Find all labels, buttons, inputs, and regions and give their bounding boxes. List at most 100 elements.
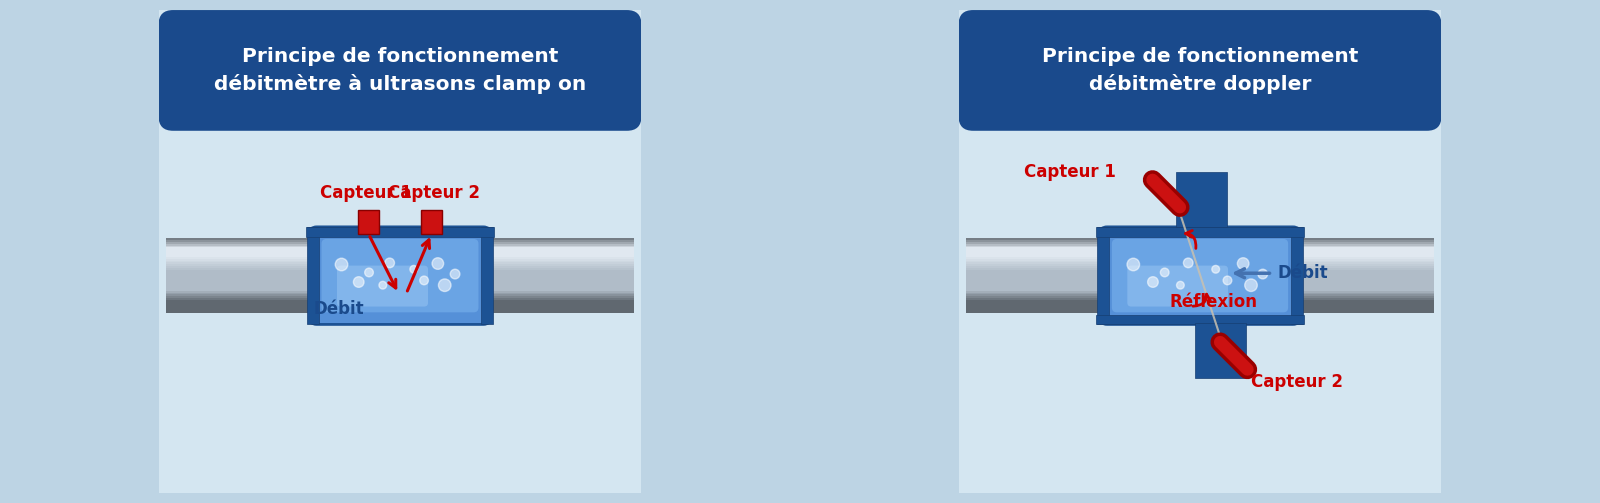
Bar (1296, 263, 1434, 265)
Bar (166, 294, 314, 296)
Bar (1296, 266, 1434, 268)
Bar (966, 294, 1104, 296)
Bar (966, 249, 1104, 251)
Bar (486, 274, 634, 276)
Bar (486, 289, 634, 291)
Bar (166, 306, 314, 308)
FancyBboxPatch shape (1099, 227, 1301, 324)
Circle shape (432, 258, 443, 269)
Bar (1296, 242, 1434, 243)
Bar (486, 245, 634, 247)
Bar (166, 266, 314, 268)
Bar (1296, 261, 1434, 263)
Bar (966, 270, 1104, 272)
Bar (1296, 257, 1434, 259)
Bar (166, 240, 314, 242)
Circle shape (1211, 266, 1219, 273)
Bar (966, 291, 1104, 293)
Bar (1296, 238, 1434, 240)
Bar (1296, 276, 1434, 278)
Bar (166, 247, 314, 249)
Bar (1296, 249, 1434, 251)
Bar (166, 279, 314, 281)
Bar (1296, 279, 1434, 281)
Bar (166, 300, 314, 302)
Text: Réflexion: Réflexion (1170, 293, 1258, 311)
Bar (966, 278, 1104, 279)
Bar (166, 268, 314, 270)
Circle shape (1245, 279, 1258, 291)
Bar (966, 308, 1104, 309)
Bar (166, 263, 314, 265)
Bar (486, 306, 634, 308)
Bar (166, 283, 314, 285)
Bar (1296, 287, 1434, 289)
Bar (1096, 227, 1304, 236)
Bar (166, 243, 314, 245)
Circle shape (1258, 269, 1267, 279)
Bar (421, 210, 442, 234)
Circle shape (336, 258, 347, 271)
Bar (486, 278, 634, 279)
Circle shape (450, 269, 459, 279)
Bar (486, 293, 634, 294)
Circle shape (1147, 277, 1158, 287)
Bar (166, 296, 314, 298)
FancyBboxPatch shape (958, 10, 1442, 131)
Bar (1296, 259, 1434, 261)
Text: Capteur 1: Capteur 1 (320, 184, 413, 202)
Bar (486, 291, 634, 293)
Bar (1296, 296, 1434, 298)
Bar (166, 289, 314, 291)
Bar (1296, 253, 1434, 255)
Bar (966, 247, 1104, 249)
Bar (166, 274, 314, 276)
Bar (1296, 300, 1434, 302)
Bar (486, 240, 634, 242)
Bar (486, 265, 634, 266)
Bar (966, 242, 1104, 243)
Bar (166, 293, 314, 294)
Circle shape (1160, 268, 1170, 277)
Bar (966, 298, 1104, 300)
Bar (486, 279, 634, 281)
Bar (166, 245, 314, 247)
Bar (966, 245, 1104, 247)
Bar (486, 259, 634, 261)
Bar (1296, 291, 1434, 293)
Bar (1296, 306, 1434, 308)
Bar (1296, 278, 1434, 279)
Bar (966, 253, 1104, 255)
Bar (1096, 315, 1304, 324)
Circle shape (365, 268, 373, 277)
Bar (166, 278, 314, 279)
FancyBboxPatch shape (152, 3, 648, 500)
Bar (166, 308, 314, 309)
Bar (307, 227, 318, 324)
Text: Principe de fonctionnement
débitmètre à ultrasons clamp on: Principe de fonctionnement débitmètre à … (214, 47, 586, 94)
Bar (966, 266, 1104, 268)
Bar (166, 304, 314, 306)
FancyBboxPatch shape (338, 266, 429, 306)
Bar (166, 242, 314, 243)
Bar (966, 240, 1104, 242)
Bar (966, 268, 1104, 270)
Bar (166, 311, 314, 313)
Bar (966, 287, 1104, 289)
Bar (1296, 294, 1434, 296)
Bar (306, 227, 494, 236)
Bar (486, 238, 634, 240)
Bar (966, 302, 1104, 304)
Bar (486, 247, 634, 249)
Circle shape (1237, 258, 1250, 269)
Bar (166, 270, 314, 272)
Circle shape (438, 279, 451, 291)
Bar (1296, 308, 1434, 309)
Bar (166, 309, 314, 311)
Bar (1291, 227, 1302, 324)
Bar (486, 285, 634, 287)
Text: Capteur 2: Capteur 2 (1251, 373, 1342, 391)
Bar (1296, 268, 1434, 270)
Bar (166, 257, 314, 259)
Bar (486, 253, 634, 255)
